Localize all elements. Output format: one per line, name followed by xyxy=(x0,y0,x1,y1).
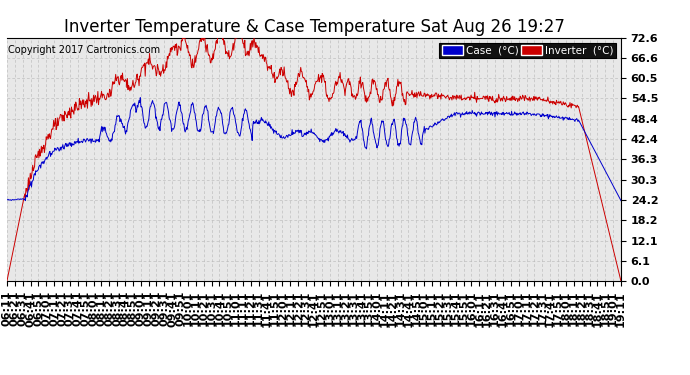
Text: Copyright 2017 Cartronics.com: Copyright 2017 Cartronics.com xyxy=(8,45,160,55)
Legend: Case  (°C), Inverter  (°C): Case (°C), Inverter (°C) xyxy=(440,43,615,58)
Title: Inverter Temperature & Case Temperature Sat Aug 26 19:27: Inverter Temperature & Case Temperature … xyxy=(63,18,564,36)
